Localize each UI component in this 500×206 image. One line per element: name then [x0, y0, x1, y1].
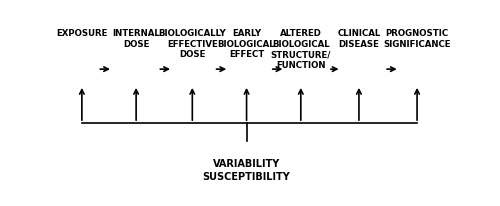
- Text: INTERNAL
DOSE: INTERNAL DOSE: [112, 29, 160, 49]
- Text: CLINICAL
DISEASE: CLINICAL DISEASE: [338, 29, 380, 49]
- Text: EXPOSURE: EXPOSURE: [56, 29, 108, 39]
- Text: ALTERED
BIOLOGICAL
STRUCTURE/
FUNCTION: ALTERED BIOLOGICAL STRUCTURE/ FUNCTION: [270, 29, 331, 70]
- Text: PROGNOSTIC
SIGNIFICANCE: PROGNOSTIC SIGNIFICANCE: [384, 29, 451, 49]
- Text: VARIABILITY
SUSCEPTIBILITY: VARIABILITY SUSCEPTIBILITY: [202, 159, 290, 182]
- Text: BIOLOGICALLY
EFFECTIVE
DOSE: BIOLOGICALLY EFFECTIVE DOSE: [158, 29, 226, 59]
- Text: EARLY
BIOLOGICAL
EFFECT: EARLY BIOLOGICAL EFFECT: [218, 29, 276, 59]
